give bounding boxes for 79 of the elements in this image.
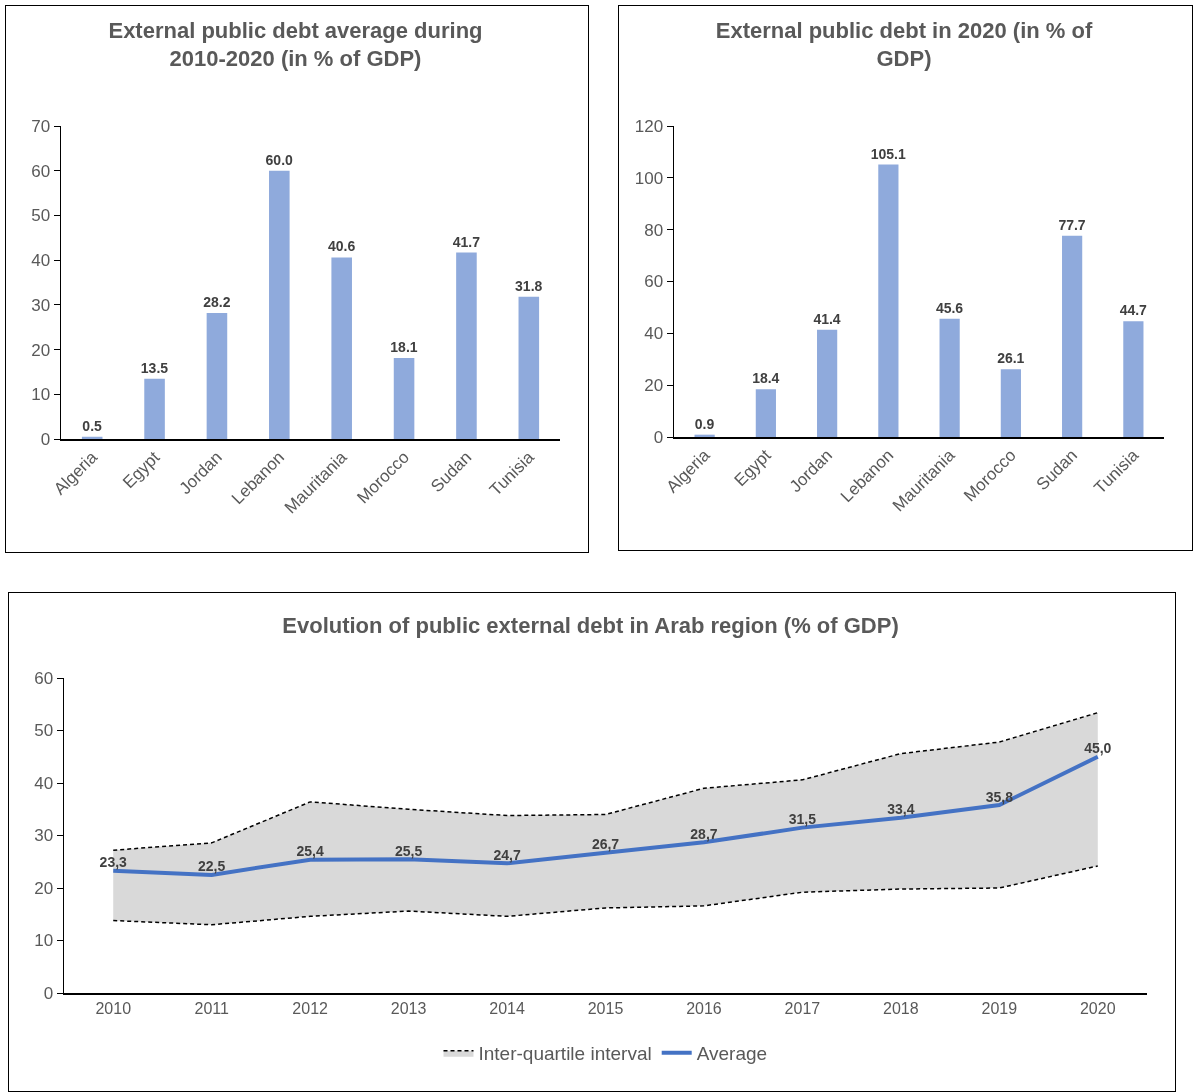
x-tick-label: 2016 xyxy=(686,999,722,1017)
bar xyxy=(269,170,290,439)
bar xyxy=(393,358,415,439)
data-label: 23,3 xyxy=(99,854,128,871)
data-label: 28,7 xyxy=(690,825,718,842)
bar xyxy=(878,164,899,437)
y-tick-label: 0 xyxy=(40,429,51,449)
data-label: 31.8 xyxy=(515,277,543,294)
bar xyxy=(518,296,540,439)
y-tick-label: 60 xyxy=(31,161,51,181)
legend-label: Inter-quartile interval xyxy=(478,1043,652,1065)
data-label: 13.5 xyxy=(140,359,169,376)
data-label: 44.7 xyxy=(1119,302,1148,319)
bar xyxy=(206,312,228,439)
data-label: 26.1 xyxy=(997,350,1025,367)
data-label: 77.7 xyxy=(1058,216,1086,233)
bar xyxy=(144,378,165,439)
chart-title: External public debt average during 2010-2020 (in % of GDP) xyxy=(108,17,483,72)
bar xyxy=(331,257,352,439)
bar xyxy=(817,329,838,437)
data-label: 25,5 xyxy=(394,842,423,859)
y-tick-label: 50 xyxy=(31,206,51,226)
y-tick-label: 30 xyxy=(34,826,54,846)
data-label: 45.6 xyxy=(935,299,964,316)
x-tick-label: 2014 xyxy=(489,999,525,1017)
bar xyxy=(1062,235,1083,437)
y-tick-label: 30 xyxy=(31,295,51,315)
bar xyxy=(1123,321,1144,437)
y-tick-label: 40 xyxy=(31,251,51,271)
data-label: 41.7 xyxy=(452,233,481,250)
data-label: 28.2 xyxy=(203,293,231,310)
data-label: 24,7 xyxy=(493,846,521,863)
y-tick-label: 70 xyxy=(31,116,51,136)
y-tick-label: 20 xyxy=(644,376,664,396)
y-tick-label: 120 xyxy=(634,116,664,136)
y-tick-label: 40 xyxy=(34,773,54,793)
y-tick-label: 80 xyxy=(644,220,664,240)
bar xyxy=(1000,369,1021,437)
chart-title: Evolution of public external debt in Arab region (% of GDP) xyxy=(282,613,899,639)
data-label: 105.1 xyxy=(870,145,906,162)
data-label: 0.9 xyxy=(694,415,715,432)
x-tick-label: 2015 xyxy=(587,999,624,1017)
chart-title: External public debt in 2020 (in % of GDP) xyxy=(715,17,1093,72)
x-tick-label: 2010 xyxy=(95,999,132,1017)
y-tick-label: 0 xyxy=(653,427,664,447)
data-label: 60.0 xyxy=(265,151,294,168)
data-label: 18.1 xyxy=(390,339,418,356)
x-tick-label: 2018 xyxy=(883,999,919,1017)
y-tick-label: 40 xyxy=(644,324,664,344)
y-tick-label: 10 xyxy=(34,931,54,951)
x-tick-label: 2011 xyxy=(194,999,229,1017)
data-label: 26,7 xyxy=(591,836,620,853)
x-tick-label: 2019 xyxy=(981,999,1018,1017)
data-label: 22,5 xyxy=(198,858,226,875)
x-tick-label: 2012 xyxy=(292,999,329,1017)
legend-label: Average xyxy=(696,1043,768,1065)
x-tick-label: 2017 xyxy=(784,999,821,1017)
data-label: 31,5 xyxy=(788,811,817,828)
data-label: 33,4 xyxy=(887,801,915,818)
bar xyxy=(456,252,477,439)
bar xyxy=(755,389,776,437)
y-tick-label: 20 xyxy=(34,878,54,898)
y-tick-label: 60 xyxy=(644,272,664,292)
y-tick-label: 20 xyxy=(31,340,51,360)
y-tick-label: 0 xyxy=(43,983,54,1003)
data-label: 18.4 xyxy=(752,370,780,387)
y-tick-label: 50 xyxy=(34,721,54,741)
bar xyxy=(939,318,960,437)
data-label: 41.4 xyxy=(813,310,841,327)
data-label: 35,8 xyxy=(985,788,1014,805)
y-tick-label: 60 xyxy=(34,668,54,688)
x-tick-label: 2013 xyxy=(390,999,427,1017)
y-tick-label: 100 xyxy=(634,168,664,188)
x-tick-label: 2020 xyxy=(1079,999,1116,1017)
data-label: 25,4 xyxy=(296,843,324,860)
data-label: 45,0 xyxy=(1084,740,1112,757)
data-label: 0.5 xyxy=(82,417,103,434)
y-tick-label: 10 xyxy=(31,385,51,405)
data-label: 40.6 xyxy=(327,238,356,255)
